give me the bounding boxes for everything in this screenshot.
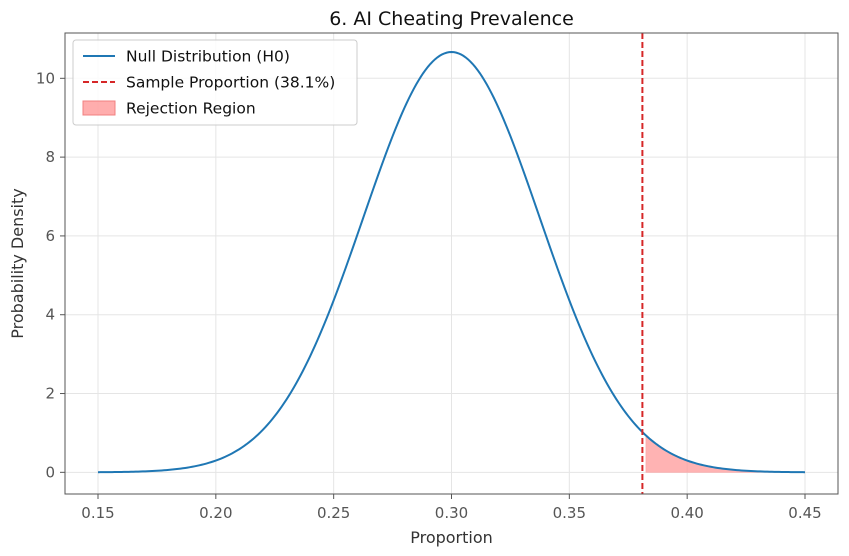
x-tick-label: 0.40	[670, 504, 703, 522]
y-axis-title: Probability Density	[8, 188, 27, 339]
y-tick-label: 2	[45, 385, 55, 403]
x-tick-label: 0.25	[317, 504, 350, 522]
legend-label-null-distribution: Null Distribution (H0)	[126, 48, 290, 66]
chart-title: 6. AI Cheating Prevalence	[329, 8, 574, 30]
x-tick-label: 0.35	[553, 504, 586, 522]
legend: Null Distribution (H0) Sample Proportion…	[72, 39, 358, 126]
legend-swatch-rejection-region	[82, 100, 116, 116]
null-distribution-line	[97, 51, 806, 474]
x-tick-label: 0.15	[81, 504, 114, 522]
y-axis-ticks: 0 2 4 6 8 10	[36, 69, 65, 481]
legend-label-sample-proportion: Sample Proportion (38.1%)	[126, 74, 335, 92]
y-tick-label: 0	[45, 463, 55, 481]
grid-lines	[65, 33, 838, 494]
series-layer	[97, 33, 806, 494]
legend-box	[72, 39, 358, 126]
y-tick-label: 10	[36, 69, 55, 87]
legend-label-rejection-region: Rejection Region	[126, 100, 256, 118]
x-axis-title: Proportion	[410, 528, 493, 547]
x-axis-ticks: 0.15 0.20 0.25 0.30 0.35 0.40 0.45	[81, 494, 822, 522]
x-tick-label: 0.30	[435, 504, 468, 522]
x-tick-label: 0.45	[788, 504, 821, 522]
y-tick-label: 8	[45, 148, 55, 166]
y-tick-label: 4	[45, 306, 55, 324]
x-tick-label: 0.20	[199, 504, 232, 522]
y-tick-label: 6	[45, 227, 55, 245]
